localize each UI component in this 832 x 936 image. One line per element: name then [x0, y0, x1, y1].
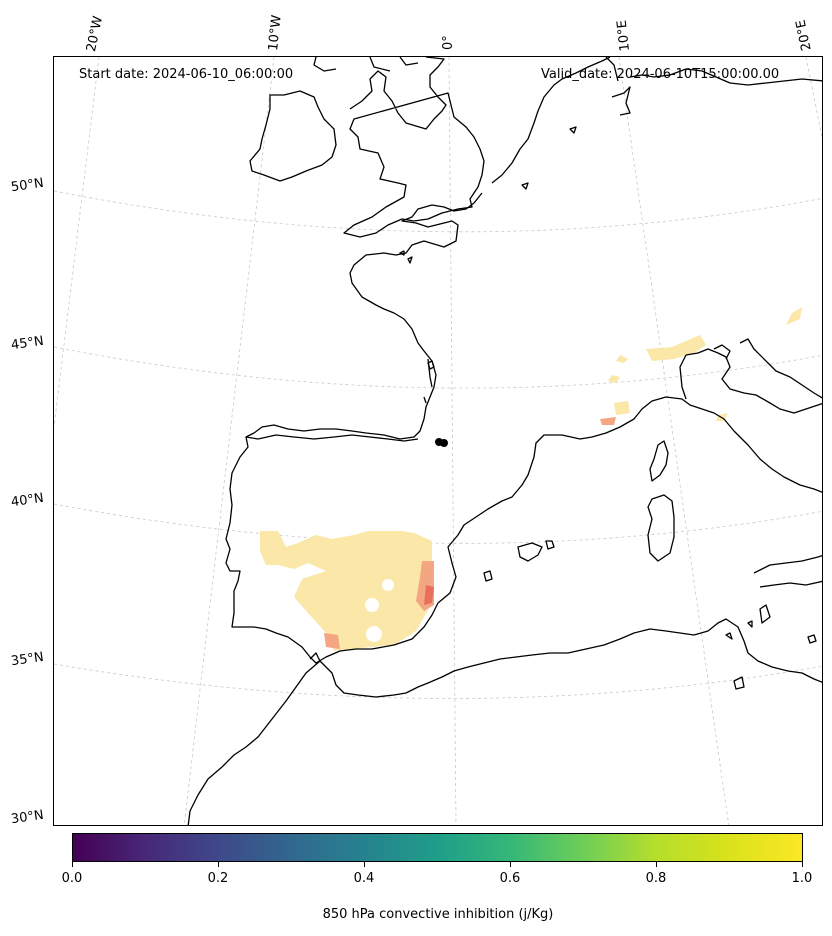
cin-field-ne-4 — [608, 375, 620, 383]
coast-great-britain — [343, 57, 485, 238]
coast-denmark — [605, 57, 631, 116]
station-marker — [435, 438, 448, 447]
valid-date-label: Valid_date: 2024-06-10T15:00:00.00 — [541, 67, 780, 82]
cin-field-ne-6 — [600, 417, 616, 425]
lon-tick-20w: 20°W — [84, 14, 107, 54]
cin-field-hole — [365, 598, 379, 612]
coast-italy — [679, 348, 822, 414]
coast-spain-north — [245, 434, 419, 442]
colorbar-tick-label: 0.4 — [353, 871, 375, 886]
colorbar-tick-label: 0.8 — [645, 871, 667, 886]
coast-istria — [713, 344, 731, 360]
cin-field-iberia-red — [424, 585, 434, 605]
coast-mallorca — [517, 542, 543, 562]
coastlines — [187, 57, 822, 825]
coast-menorca — [545, 540, 555, 550]
coast-baltic — [629, 68, 822, 86]
colorbar-tick-label: 0.6 — [499, 871, 521, 886]
colorbar — [72, 833, 803, 862]
cin-field-ne-1 — [786, 307, 802, 325]
graticule — [54, 57, 822, 825]
colorbar-tick — [802, 862, 803, 867]
lon-tick-10e: 10°E — [614, 19, 633, 53]
colorbar-title: 850 hPa convective inhibition (j/Kg) — [322, 907, 554, 922]
cin-field-iberia-orange-2 — [324, 633, 340, 649]
map-canvas — [54, 57, 822, 825]
coast-islands-biscay — [427, 360, 435, 370]
start-date-label: Start date: 2024-06-10_06:00:00 — [79, 67, 294, 82]
coast-scotland-north — [313, 57, 419, 72]
colorbar-tick-label: 0.0 — [61, 871, 83, 886]
coast-djerba — [733, 676, 745, 690]
colorbar-tick-label: 0.2 — [207, 871, 229, 886]
lat-tick-50n: 50°N — [10, 175, 45, 196]
meridian-20e — [805, 57, 822, 140]
colorbar-tick-label: 1.0 — [791, 871, 813, 886]
coast-corsica — [649, 440, 669, 482]
colorbar-tick — [510, 862, 511, 867]
colorbar-tick — [218, 862, 219, 867]
cin-field-ne-5 — [614, 401, 630, 415]
coast-sicily-south — [759, 604, 771, 624]
lat-tick-40n: 40°N — [10, 490, 45, 511]
cin-field-ne-3 — [616, 355, 628, 363]
colorbar-tick — [364, 862, 365, 867]
coast-morocco — [187, 660, 321, 825]
cin-field-ne-2 — [646, 335, 706, 361]
cin-field-iberia — [260, 531, 432, 651]
coast-france-atlantic — [225, 192, 822, 664]
coast-islands-misc — [725, 632, 817, 644]
meridian-0 — [448, 57, 457, 825]
colorbar-tick — [656, 862, 657, 867]
coast-channel-islands — [399, 250, 413, 264]
cin-field — [260, 307, 802, 651]
meridian-10w — [183, 57, 275, 825]
parallel-35n — [54, 663, 822, 699]
colorbar-tick — [72, 862, 73, 867]
cin-field-hole-2 — [366, 626, 382, 642]
coast-malta — [747, 620, 753, 628]
coast-sicily — [753, 554, 822, 588]
parallel-45n — [54, 346, 822, 389]
lat-tick-35n: 35°N — [10, 649, 45, 670]
coast-frisian — [521, 126, 577, 190]
meridian-20w — [54, 57, 100, 428]
map-panel — [53, 56, 823, 826]
meridian-10e — [618, 57, 730, 825]
lat-tick-30n: 30°N — [10, 807, 45, 828]
coast-balkans — [739, 338, 822, 399]
coast-low-countries — [491, 57, 611, 184]
coast-gibraltar — [309, 652, 321, 662]
coast-ireland — [249, 90, 337, 182]
coast-sardinia — [647, 494, 675, 562]
coast-north-africa — [319, 618, 822, 698]
parallel-40n — [54, 503, 822, 544]
parallel-50n — [54, 190, 822, 233]
cin-field-hole-3 — [382, 579, 394, 591]
coast-ibiza — [483, 570, 493, 582]
cin-field-ne-7 — [716, 413, 728, 421]
lon-tick-10w: 10°W — [266, 14, 285, 52]
lon-tick-0: 0° — [441, 35, 456, 50]
lat-tick-45n: 45°N — [10, 333, 45, 354]
lon-tick-20e: 20°E — [793, 18, 815, 53]
